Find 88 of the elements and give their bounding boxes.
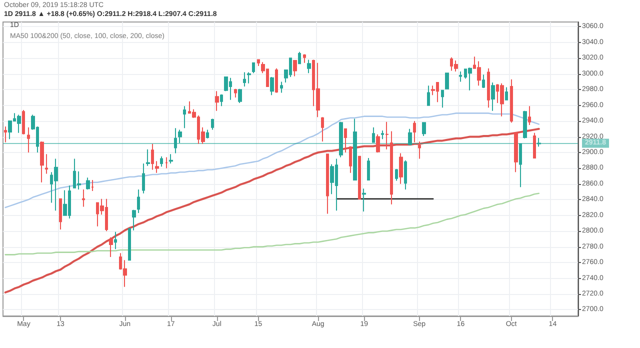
- candlestick: [54, 158, 58, 212]
- candlestick: [519, 143, 522, 188]
- candlestick: [427, 85, 430, 106]
- candlestick: [528, 106, 531, 126]
- candlestick: [211, 118, 214, 130]
- candlestick: [339, 121, 343, 158]
- candlestick: [408, 128, 412, 146]
- candlestick: [270, 76, 274, 96]
- candlestick: [307, 59, 311, 74]
- candlestick: [160, 156, 163, 168]
- candlestick: [376, 134, 380, 153]
- candlestick: [353, 118, 357, 181]
- candlestick: [165, 156, 168, 169]
- candlestick: [362, 188, 366, 212]
- candlestick: [137, 188, 140, 214]
- candlestick: [252, 62, 255, 74]
- candlestick: [82, 188, 85, 208]
- candlestick: [169, 154, 173, 164]
- candlestick: [59, 198, 62, 230]
- candlestick: [280, 81, 283, 94]
- candlestick: [234, 88, 237, 98]
- candlestick: [17, 114, 21, 134]
- candlestick: [367, 157, 370, 181]
- candlestick: [491, 82, 495, 112]
- candlestick: [404, 160, 407, 190]
- candlestick: [459, 71, 462, 82]
- line-series: [4, 192, 540, 256]
- candlestick: [45, 154, 48, 174]
- candlestick: [151, 143, 154, 170]
- candlestick: [243, 72, 246, 87]
- candlestick: [385, 121, 389, 150]
- candlestick: [128, 227, 131, 261]
- candlestick: [358, 156, 361, 200]
- candlestick: [454, 60, 458, 72]
- line-series: [4, 128, 540, 294]
- candlestick: [27, 126, 30, 153]
- candlestick: [40, 140, 44, 183]
- candlestick: [316, 62, 320, 118]
- candlestick: [63, 190, 67, 216]
- candlestick: [510, 78, 513, 124]
- candlestick: [174, 128, 177, 154]
- candlestick: [468, 67, 472, 91]
- candlestick: [399, 152, 403, 184]
- candlestick: [537, 138, 541, 148]
- candlestick: [183, 106, 186, 129]
- candlestick: [178, 129, 182, 144]
- candlestick: [514, 132, 518, 173]
- candlestick: [86, 177, 90, 190]
- candlestick: [523, 110, 527, 139]
- candlestick: [4, 126, 7, 143]
- candlestick: [298, 51, 301, 64]
- candlestick: [482, 74, 485, 89]
- candlestick: [395, 168, 398, 182]
- candlestick: [326, 154, 329, 214]
- candlestick: [487, 68, 490, 108]
- candlestick: [257, 59, 260, 67]
- candlestick: [381, 130, 384, 140]
- candlestick: [206, 129, 209, 139]
- candlestick: [132, 209, 136, 231]
- candlestick: [275, 68, 278, 94]
- line-series: [4, 112, 540, 208]
- candlestick: [142, 162, 145, 194]
- candlestick: [293, 60, 297, 77]
- candlestick: [114, 231, 117, 250]
- candlestick: [422, 122, 426, 136]
- candlestick: [418, 140, 421, 160]
- candlestick: [220, 94, 223, 107]
- candlestick: [349, 146, 352, 174]
- candlestick: [372, 126, 375, 143]
- candlestick: [238, 88, 242, 104]
- candlestick: [533, 132, 536, 158]
- candlestick: [22, 110, 25, 135]
- candlestick: [505, 86, 508, 100]
- candlestick: [215, 90, 219, 112]
- candlestick: [445, 72, 449, 90]
- candlestick: [247, 72, 251, 84]
- candlestick: [91, 180, 94, 192]
- candlestick: [441, 90, 444, 108]
- candlestick: [344, 128, 347, 153]
- candlestick: [155, 160, 159, 174]
- candlestick: [321, 116, 324, 142]
- candlestick: [390, 130, 393, 205]
- candlestick: [146, 148, 150, 166]
- candlestick: [109, 236, 113, 258]
- candlestick: [413, 120, 416, 143]
- candlestick: [303, 54, 306, 64]
- candlestick: [500, 82, 504, 117]
- candlestick: [477, 60, 481, 86]
